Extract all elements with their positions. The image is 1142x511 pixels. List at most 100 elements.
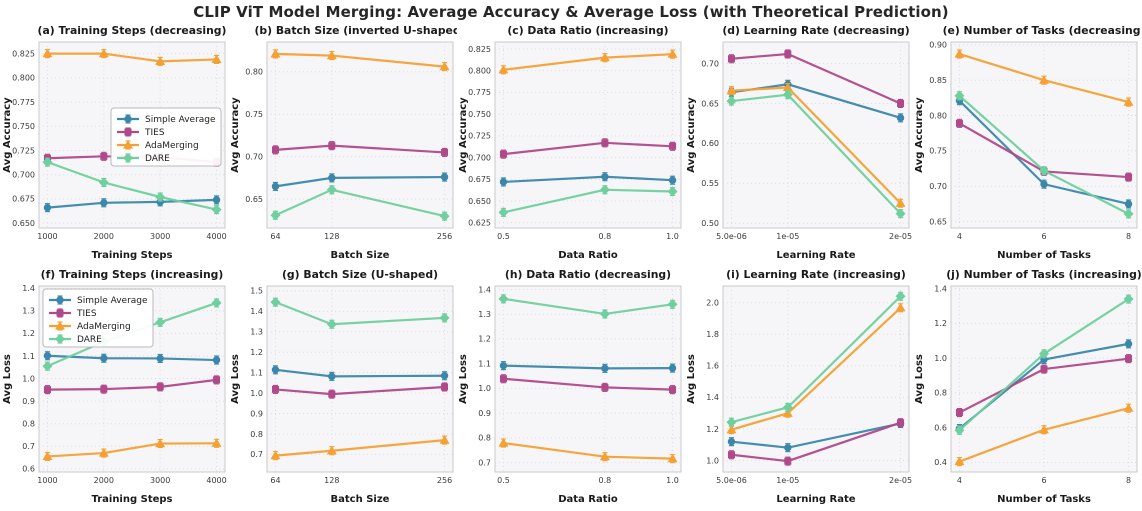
data-point-adamerging [1039, 75, 1049, 84]
y-tick-label: 0.700 [12, 171, 35, 180]
legend-label: AdaMerging [77, 322, 131, 332]
data-point-ties [100, 152, 108, 160]
data-point-simple-average [668, 364, 677, 372]
legend-item-ties: TIES [49, 308, 97, 319]
data-point-ties [784, 457, 792, 465]
x-tick-label: 0.8 [599, 476, 612, 485]
legend-item-adamerging: AdaMerging [117, 140, 199, 151]
charts-grid: 0.650 0.675 0.700 0.725 0.750 0.775 0.800 0.825… [1, 22, 1142, 510]
x-axis-label: Batch Size [331, 250, 390, 261]
data-point-dare [726, 417, 737, 428]
y-tick-label: 0.7 [250, 450, 263, 459]
y-tick-label: 1.4 [934, 284, 947, 293]
data-point-dare [667, 299, 678, 310]
subplot-title: (a) Training Steps (decreasing) [38, 24, 227, 37]
legend-item-ties: TIES [117, 127, 165, 138]
series-line-simple-average [46, 198, 218, 209]
subplot-d: 0.50 0.55 0.60 0.65 0.70 5.0e-06 1e-05 2e-05 (d)… [685, 22, 913, 266]
x-axis-label: Data Ratio [558, 250, 618, 261]
legend-item-simple-average: Simple Average [49, 295, 148, 306]
data-point-dare [439, 312, 450, 323]
data-point-dare [1123, 294, 1134, 305]
data-point-adamerging [599, 451, 610, 461]
plot-area [722, 41, 910, 229]
x-tick-label: 5.0e-06 [716, 232, 747, 241]
figure-title: CLIP ViT Model Merging: Average Accuracy… [193, 3, 949, 21]
subplot-title: (e) Number of Tasks (decreasing) [943, 24, 1141, 37]
data-point-dare [954, 90, 965, 101]
data-point-simple-average [440, 173, 449, 181]
y-tick-label: 1.2 [478, 335, 491, 344]
y-tick-label: 1.0 [22, 374, 35, 383]
series-line-adamerging [46, 52, 218, 63]
x-axis-label: Batch Size [331, 494, 390, 505]
data-point-simple-average [100, 199, 108, 207]
y-tick-label: 1.5 [250, 287, 263, 296]
data-point-simple-average [601, 364, 609, 373]
data-point-ties [441, 383, 449, 391]
data-point-simple-average [156, 354, 164, 363]
data-point-dare [155, 191, 166, 203]
y-tick-label: 0.750 [12, 122, 35, 131]
x-tick-label: 3000 [150, 232, 170, 241]
y-tick-label: 1.1 [478, 359, 491, 368]
data-point-ties [213, 376, 221, 384]
y-axis-label: Avg Loss [686, 354, 697, 404]
legend-marker-square [124, 128, 132, 136]
legend-label: TIES [144, 128, 165, 138]
data-point-simple-average [1040, 180, 1048, 188]
data-point-ties [897, 99, 905, 107]
data-point-simple-average [499, 361, 508, 370]
data-point-simple-average [668, 176, 677, 184]
subplot-title: (c) Data Ratio (increasing) [507, 24, 668, 37]
subplot-b-canvas: 0.65 0.70 0.75 0.80 64 128 256 (b) Batch Size (… [230, 24, 457, 261]
y-tick-label: 1.0 [934, 354, 947, 363]
subplot-title: (h) Data Ratio (decreasing) [505, 268, 671, 281]
data-point-adamerging [895, 198, 906, 207]
data-point-dare [155, 317, 166, 328]
x-tick-label: 8 [1126, 476, 1131, 485]
data-point-ties [499, 150, 507, 158]
data-point-dare [895, 208, 906, 219]
x-axis-label: Data Ratio [558, 494, 618, 505]
y-tick-label: 0.625 [468, 219, 491, 228]
subplot-i: 1.0 1.2 1.4 1.6 1.8 2.0 5.0e-06 1e-05 2e-05 (i) L… [685, 266, 913, 510]
series-line-simple-average [46, 354, 218, 362]
legend-item-simple-average: Simple Average [117, 114, 216, 125]
data-point-ties [328, 142, 336, 150]
y-tick-label: 0.750 [468, 110, 491, 119]
y-tick-label: 0.70 [245, 152, 263, 161]
subplot-title: (d) Learning Rate (decreasing) [722, 24, 909, 37]
y-tick-label: 0.825 [12, 49, 35, 58]
x-tick-label: 5.0e-06 [716, 476, 747, 485]
y-tick-label: 0.775 [12, 98, 35, 107]
data-point-ties [156, 383, 164, 391]
y-tick-label: 0.675 [468, 175, 491, 184]
x-tick-label: 2e-05 [889, 232, 912, 241]
x-tick-label: 2e-05 [889, 476, 912, 485]
subplot-e: 0.65 0.70 0.75 0.80 0.85 0.90 4 6 8 (e) Number of… [913, 22, 1141, 266]
legend [110, 107, 222, 167]
data-point-dare [211, 204, 222, 215]
y-tick-label: 1.2 [22, 329, 35, 338]
data-point-adamerging [439, 435, 450, 444]
data-point-simple-average [328, 174, 336, 182]
legend-marker-triangle [55, 321, 65, 330]
y-tick-label: 2.0 [706, 298, 719, 307]
legend-label: DARE [77, 335, 102, 345]
y-tick-label: 0.725 [468, 132, 491, 141]
x-tick-label: 1.0 [666, 232, 679, 241]
data-point-adamerging [1123, 403, 1134, 412]
data-point-dare [1123, 208, 1134, 219]
x-tick-label: 6 [1041, 476, 1046, 485]
y-tick-label: 0.650 [12, 219, 35, 228]
subplot-d-canvas: 0.50 0.55 0.60 0.65 0.70 5.0e-06 1e-05 2e-05 (d)… [686, 24, 912, 261]
data-point-dare [326, 319, 337, 330]
y-tick-label: 0.675 [12, 195, 35, 204]
data-point-dare [726, 96, 737, 107]
subplot-f: 0.6 0.7 0.8 0.9 1.0 1.1 1.2 1.3 1.4 1000 2000 3000 4… [1, 266, 229, 510]
y-tick-label: 0.50 [701, 219, 719, 228]
data-point-adamerging [326, 50, 337, 60]
data-point-simple-average [1124, 200, 1133, 208]
data-point-dare [599, 184, 610, 195]
